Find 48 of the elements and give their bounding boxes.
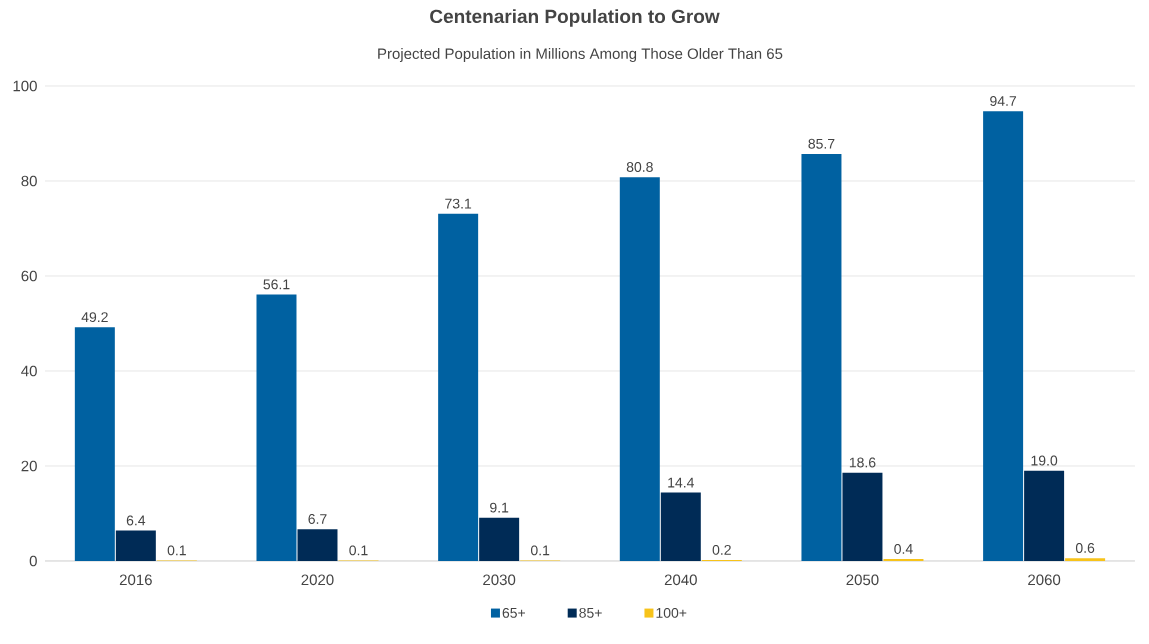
data-label: 73.1 xyxy=(445,198,472,209)
x-tick-label: 2060 xyxy=(1028,574,1061,586)
data-label: 0.1 xyxy=(167,545,186,556)
bar xyxy=(842,472,883,561)
x-tick-label: 2020 xyxy=(301,574,334,586)
bar xyxy=(115,530,156,561)
x-tick-label: 2040 xyxy=(664,574,697,586)
bar xyxy=(479,517,520,561)
y-tick-label: 80 xyxy=(21,175,37,187)
data-label: 14.4 xyxy=(668,477,695,488)
y-tick-label: 100 xyxy=(13,80,37,92)
data-label: 94.7 xyxy=(990,96,1017,106)
x-tick-label: 2016 xyxy=(119,574,152,586)
data-label: 0.6 xyxy=(1075,543,1095,553)
bar xyxy=(983,111,1024,561)
data-label: 49.2 xyxy=(81,312,108,323)
data-label: 6.4 xyxy=(126,515,146,526)
y-tick-label: 60 xyxy=(21,270,37,282)
bar xyxy=(660,492,701,561)
data-label: 0.4 xyxy=(894,543,913,554)
y-tick-label: 0 xyxy=(29,555,37,567)
bar xyxy=(619,177,660,561)
bar xyxy=(438,213,479,561)
legend-label: 100+ xyxy=(656,607,687,618)
y-tick-label: 20 xyxy=(21,460,37,472)
data-label: 6.7 xyxy=(308,514,327,524)
data-label: 19.0 xyxy=(1031,455,1058,466)
data-label: 9.1 xyxy=(490,502,509,513)
data-label: 0.2 xyxy=(712,544,731,555)
data-label: 85.7 xyxy=(808,138,835,149)
bar xyxy=(74,327,115,561)
x-tick-label: 2030 xyxy=(483,574,516,586)
bar xyxy=(256,294,297,561)
data-label: 0.1 xyxy=(530,545,550,556)
data-label: 18.6 xyxy=(849,457,876,468)
legend-label: 85+ xyxy=(579,607,602,618)
legend-label: 65+ xyxy=(502,607,526,618)
chart-title: Centenarian Population to Grow xyxy=(430,9,720,27)
bar xyxy=(801,153,842,561)
x-tick-label: 2050 xyxy=(846,574,879,586)
bar xyxy=(1024,470,1065,561)
data-label: 80.8 xyxy=(626,162,653,172)
chart-subtitle: Projected Population in Millions Among Those Older Than 65 xyxy=(378,48,783,62)
data-label: 0.1 xyxy=(349,545,368,556)
bar xyxy=(297,529,338,561)
data-label: 56.1 xyxy=(263,279,290,290)
y-tick-label: 40 xyxy=(21,365,37,377)
bar xyxy=(1065,558,1106,561)
